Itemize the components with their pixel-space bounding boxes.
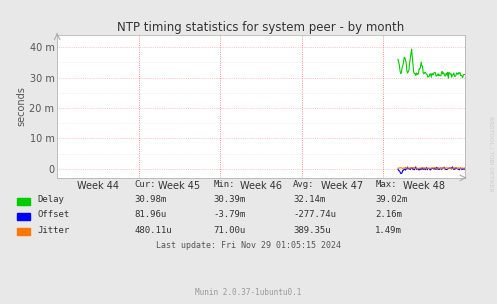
Text: Munin 2.0.37-1ubuntu0.1: Munin 2.0.37-1ubuntu0.1 (195, 288, 302, 297)
Title: NTP timing statistics for system peer - by month: NTP timing statistics for system peer - … (117, 21, 405, 34)
Text: -3.79m: -3.79m (214, 210, 246, 219)
Text: Delay: Delay (37, 195, 64, 204)
Text: Last update: Fri Nov 29 01:05:15 2024: Last update: Fri Nov 29 01:05:15 2024 (156, 241, 341, 250)
Text: 30.98m: 30.98m (134, 195, 166, 204)
Text: 39.02m: 39.02m (375, 195, 408, 204)
Text: Cur:: Cur: (134, 180, 156, 189)
Text: 30.39m: 30.39m (214, 195, 246, 204)
Text: 480.11u: 480.11u (134, 226, 172, 235)
Y-axis label: seconds: seconds (16, 86, 27, 126)
Text: Max:: Max: (375, 180, 397, 189)
Text: Jitter: Jitter (37, 226, 70, 235)
Text: 32.14m: 32.14m (293, 195, 326, 204)
Text: 389.35u: 389.35u (293, 226, 331, 235)
Text: 2.16m: 2.16m (375, 210, 402, 219)
Text: Offset: Offset (37, 210, 70, 219)
Text: RRDTOOL / TOBI OETIKER: RRDTOOL / TOBI OETIKER (488, 116, 493, 191)
Text: Min:: Min: (214, 180, 235, 189)
Text: 81.96u: 81.96u (134, 210, 166, 219)
Text: -277.74u: -277.74u (293, 210, 336, 219)
Text: 1.49m: 1.49m (375, 226, 402, 235)
Text: 71.00u: 71.00u (214, 226, 246, 235)
Text: Avg:: Avg: (293, 180, 315, 189)
